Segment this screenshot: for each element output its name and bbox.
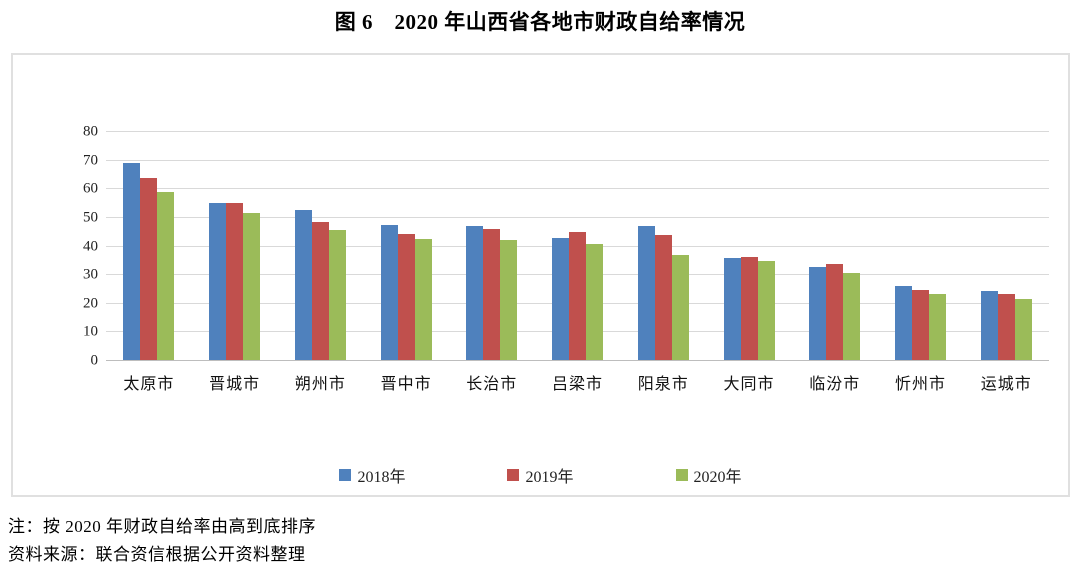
gridline	[106, 159, 1049, 161]
bar-group-临汾市	[792, 131, 878, 360]
page-title: 图 6 2020 年山西省各地市财政自给率情况	[334, 10, 746, 34]
y-tick-label: 80	[83, 123, 98, 140]
bar-2018年-运城市	[980, 291, 998, 360]
chart-note: 注：按 2020 年财政自给率由高到底排序	[8, 517, 316, 536]
bar-group-忻州市	[878, 131, 964, 360]
bar-2019年-吕梁市	[569, 232, 587, 360]
bar-2018年-吕梁市	[552, 237, 570, 360]
bar-2018年-晋中市	[380, 225, 398, 360]
bar-group-晋中市	[363, 131, 449, 360]
y-tick-label: 0	[90, 352, 99, 369]
legend-label: 2020年	[693, 469, 742, 486]
y-tick-label: 20	[83, 295, 98, 312]
chart-legend: 2018年 2019年 2020年	[13, 463, 1068, 487]
y-tick-label: 40	[83, 238, 98, 254]
gridline	[106, 188, 1049, 190]
bar-2019年-长治市	[483, 228, 501, 360]
x-axis-label-运城市: 运城市	[980, 376, 1032, 393]
x-axis-label-长治市: 长治市	[466, 376, 518, 393]
bar-2019年-阳泉市	[654, 234, 672, 360]
legend-item-2020年: 2020年	[675, 463, 742, 487]
y-tick-label: 50	[83, 209, 98, 226]
bar-2019年-晋中市	[397, 233, 415, 360]
x-axis-label-大同市: 大同市	[723, 376, 775, 393]
bar-2018年-临汾市	[809, 266, 827, 360]
bar-2020年-阳泉市	[671, 254, 689, 360]
y-tick-label: 60	[83, 180, 98, 197]
bar-2020年-忻州市	[928, 293, 946, 360]
bar-2020年-晋中市	[414, 238, 432, 360]
x-axis-line	[106, 360, 1049, 361]
x-axis-label-太原市: 太原市	[123, 376, 175, 393]
bar-group-长治市	[449, 131, 535, 360]
x-axis-label-吕梁市: 吕梁市	[552, 376, 604, 393]
legend-swatch-icon	[675, 469, 688, 481]
bar-2018年-太原市	[123, 162, 141, 360]
x-axis-label-阳泉市: 阳泉市	[637, 376, 689, 393]
bar-2020年-吕梁市	[586, 243, 604, 360]
bar-2020年-晋城市	[243, 212, 261, 360]
bar-2018年-阳泉市	[637, 226, 655, 360]
bar-2018年-朔州市	[294, 210, 312, 360]
plot-area: 0 10 20 30 40 50 60 70 80	[83, 124, 1049, 368]
bar-group-吕梁市	[535, 131, 621, 360]
y-tick-label: 30	[83, 266, 98, 283]
x-axis-label-朔州市: 朔州市	[294, 376, 346, 393]
x-axis-label-晋中市: 晋中市	[380, 376, 432, 393]
bar-group-太原市	[106, 131, 192, 360]
bar-2019年-忻州市	[911, 290, 929, 360]
bar-2018年-长治市	[466, 225, 484, 360]
gridline	[106, 131, 1049, 132]
legend-item-2019年: 2019年	[507, 463, 574, 487]
bar-group-朔州市	[277, 131, 363, 360]
bar-2020年-大同市	[757, 260, 775, 360]
data-source: 资料来源：联合资信根据公开资料整理	[8, 545, 306, 564]
bar-2019年-临汾市	[826, 263, 844, 360]
legend-label: 2019年	[525, 469, 574, 486]
x-axis-label-临汾市: 临汾市	[809, 376, 861, 393]
x-axis-labels: 太原市 晋城市 朔州市 晋中市 长治市 吕梁市 阳泉市 大同市 临汾市 忻州市 运城市	[106, 370, 1049, 394]
legend-swatch-icon	[339, 469, 352, 481]
bar-group-阳泉市	[620, 131, 706, 360]
y-tick-label: 70	[83, 152, 98, 169]
bar-2020年-运城市	[1014, 298, 1032, 360]
legend-item-2018年: 2018年	[339, 463, 405, 487]
bar-group-大同市	[706, 131, 792, 360]
bar-2018年-大同市	[723, 257, 741, 360]
x-axis-label-晋城市: 晋城市	[209, 376, 261, 393]
bar-2020年-朔州市	[328, 230, 346, 360]
bar-groups	[106, 131, 1049, 360]
bar-2020年-太原市	[157, 192, 175, 360]
bar-2020年-临汾市	[843, 272, 861, 360]
bar-2019年-朔州市	[311, 222, 329, 360]
bar-2019年-太原市	[140, 177, 158, 360]
bar-group-晋城市	[192, 131, 278, 360]
bar-2019年-运城市	[997, 293, 1015, 360]
legend-swatch-icon	[507, 469, 520, 481]
bar-2018年-晋城市	[209, 202, 227, 360]
x-axis-label-忻州市: 忻州市	[894, 376, 946, 393]
bar-2019年-晋城市	[226, 202, 244, 360]
bar-2019年-大同市	[740, 256, 758, 360]
bar-group-运城市	[963, 131, 1049, 360]
bar-2020年-长治市	[500, 240, 518, 360]
chart-frame: 0 10 20 30 40 50 60 70 80 太原市 晋城市 朔州市 晋中市 长治市 吕梁市 阳泉市 大…	[11, 53, 1070, 497]
legend-label: 2018年	[357, 469, 406, 486]
y-tick-label: 10	[83, 323, 98, 340]
gridline	[106, 216, 1049, 218]
bar-2018年-忻州市	[894, 285, 912, 360]
